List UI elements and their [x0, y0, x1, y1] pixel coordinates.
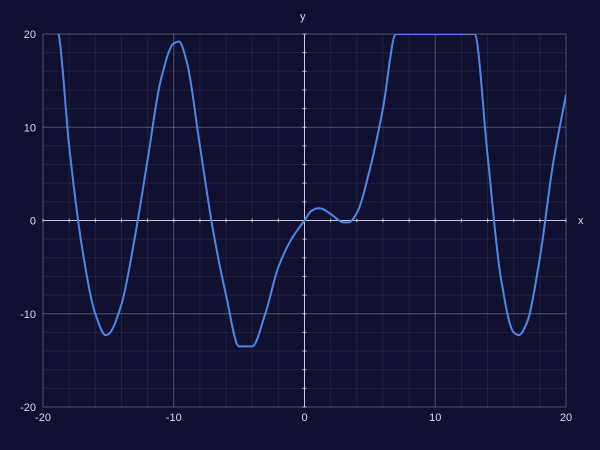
series-line: [57, 34, 566, 348]
y-tick-label: -20: [20, 402, 36, 414]
minor-ticks: [42, 33, 567, 408]
x-axis-title: x: [578, 215, 584, 227]
y-tick-label: 10: [24, 122, 36, 134]
y-tick-label: 20: [24, 29, 36, 41]
y-axis-title: y: [300, 11, 306, 23]
x-tick-label: -10: [166, 412, 182, 424]
x-tick-labels: -20 -10 0 10 20: [35, 412, 572, 424]
y-tick-label: -10: [20, 309, 36, 321]
x-tick-label: 10: [429, 412, 441, 424]
y-tick-labels: -20 -10 0 10 20: [20, 29, 36, 414]
x-tick-label: 0: [301, 412, 307, 424]
series-layer: [57, 34, 566, 348]
y-tick-label: 0: [30, 216, 36, 228]
x-tick-label: -20: [35, 412, 51, 424]
x-tick-label: 20: [560, 412, 572, 424]
